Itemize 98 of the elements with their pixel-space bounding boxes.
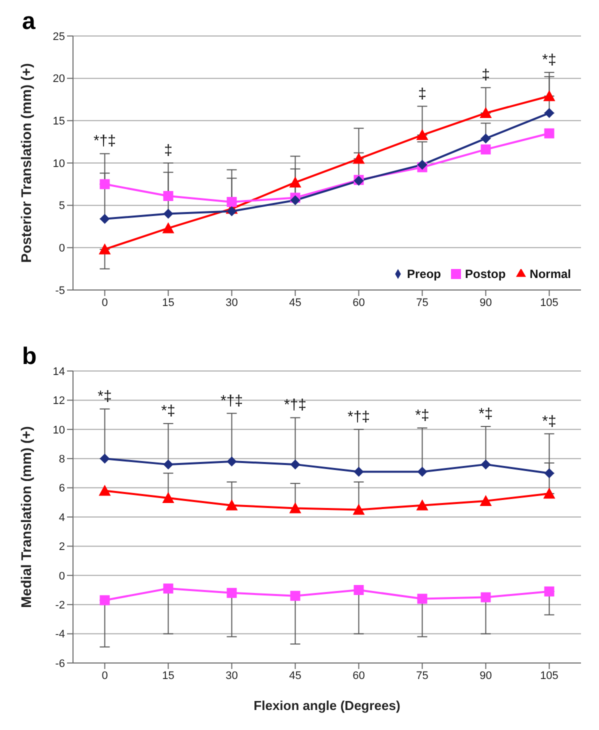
point bbox=[100, 214, 110, 224]
point bbox=[354, 585, 364, 595]
y-tick-label: 8 bbox=[58, 454, 65, 466]
point bbox=[290, 459, 300, 470]
annotation: *‡ bbox=[98, 388, 112, 405]
point bbox=[417, 160, 428, 170]
y-tick-label: -4 bbox=[55, 628, 65, 641]
point bbox=[416, 129, 428, 140]
legend-label: Preop bbox=[406, 267, 441, 281]
point bbox=[226, 499, 238, 510]
annotation: ‡ bbox=[164, 142, 172, 159]
y-tick-label: -5 bbox=[55, 284, 65, 297]
legend-label: Normal bbox=[530, 267, 571, 281]
y-tick-label: 0 bbox=[58, 570, 65, 582]
point bbox=[100, 454, 110, 464]
y-tick-label: 14 bbox=[52, 366, 65, 378]
point bbox=[163, 459, 174, 470]
y-tick-label: 2 bbox=[58, 541, 65, 554]
point bbox=[480, 144, 491, 154]
x-tick-label: 30 bbox=[226, 296, 238, 309]
point bbox=[100, 179, 110, 190]
point bbox=[543, 488, 556, 499]
point bbox=[480, 459, 491, 470]
x-tick-label: 45 bbox=[289, 296, 302, 309]
x-tick-label: 75 bbox=[416, 296, 428, 309]
y-tick-label: 12 bbox=[52, 395, 65, 408]
point bbox=[289, 502, 302, 514]
point bbox=[226, 196, 237, 207]
x-tick-label: 15 bbox=[162, 670, 174, 682]
x-tick-label: 0 bbox=[102, 670, 108, 682]
point bbox=[226, 456, 237, 467]
x-tick-label: 15 bbox=[162, 296, 174, 309]
point bbox=[480, 494, 492, 506]
point bbox=[226, 206, 237, 216]
annotation: ‡ bbox=[418, 85, 426, 102]
y-tick-label: 5 bbox=[58, 200, 65, 212]
x-axis-title: Flexion angle (Degrees) bbox=[254, 698, 400, 714]
chart-title: a bbox=[22, 8, 36, 36]
point bbox=[100, 595, 110, 606]
y-axis-title: Posterior Translation (mm) (+) bbox=[18, 63, 34, 263]
annotation: *†‡ bbox=[93, 132, 116, 150]
point bbox=[289, 176, 302, 188]
point bbox=[163, 208, 174, 219]
y-tick-label: 20 bbox=[52, 73, 65, 86]
point bbox=[543, 90, 556, 102]
point bbox=[98, 243, 111, 254]
y-tick-label: 10 bbox=[52, 158, 65, 170]
x-tick-label: 90 bbox=[480, 296, 492, 309]
y-tick-label: -2 bbox=[55, 600, 65, 612]
point bbox=[163, 584, 174, 594]
y-tick-label: -6 bbox=[55, 658, 65, 670]
annotation: ‡ bbox=[482, 66, 490, 84]
point bbox=[352, 152, 365, 164]
point bbox=[163, 191, 174, 202]
y-tick-label: 25 bbox=[52, 30, 65, 43]
y-tick-label: 15 bbox=[52, 116, 65, 128]
point bbox=[480, 107, 492, 118]
point bbox=[98, 484, 111, 496]
x-tick-label: 60 bbox=[352, 670, 365, 682]
point bbox=[417, 466, 428, 477]
x-tick-label: 45 bbox=[289, 670, 302, 682]
point bbox=[354, 466, 364, 477]
x-tick-label: 75 bbox=[416, 670, 428, 682]
annotation: *‡ bbox=[542, 51, 556, 68]
point bbox=[162, 492, 174, 504]
point bbox=[290, 590, 300, 601]
point bbox=[416, 499, 428, 510]
y-tick-label: 4 bbox=[58, 512, 65, 524]
annotation: *‡ bbox=[161, 402, 176, 420]
point bbox=[480, 133, 491, 144]
annotation: *†‡ bbox=[347, 408, 370, 426]
point bbox=[226, 588, 237, 598]
point bbox=[544, 128, 554, 138]
y-tick-label: 0 bbox=[58, 242, 65, 255]
annotation: *‡ bbox=[478, 405, 493, 422]
annotation: *‡ bbox=[542, 412, 556, 430]
point bbox=[352, 504, 365, 515]
x-tick-label: 90 bbox=[480, 670, 492, 682]
x-tick-label: 60 bbox=[352, 296, 365, 309]
point bbox=[480, 592, 491, 602]
y-tick-label: 10 bbox=[52, 424, 65, 436]
point bbox=[544, 468, 554, 478]
x-tick-label: 0 bbox=[102, 296, 108, 309]
annotation: *†‡ bbox=[220, 392, 244, 410]
x-tick-label: 30 bbox=[226, 670, 238, 682]
point bbox=[417, 594, 428, 604]
point bbox=[544, 108, 554, 118]
x-tick-label: 105 bbox=[540, 296, 558, 309]
y-tick-label: 6 bbox=[58, 482, 65, 495]
legend-label: Postop bbox=[464, 267, 506, 281]
y-axis-title: Medial Translation (mm) (+) bbox=[18, 426, 34, 608]
annotation: *‡ bbox=[415, 406, 430, 424]
chart-title: b bbox=[22, 343, 37, 371]
point bbox=[162, 222, 174, 234]
point bbox=[544, 586, 554, 596]
x-tick-label: 105 bbox=[540, 670, 558, 682]
point bbox=[290, 195, 300, 206]
annotation: *†‡ bbox=[284, 396, 307, 414]
